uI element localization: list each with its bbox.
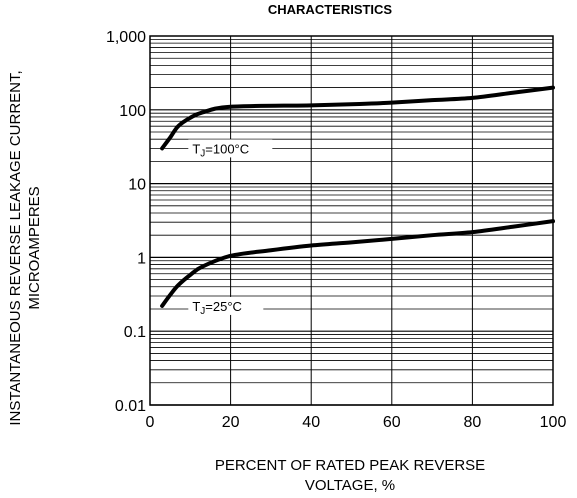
series-line-1 (160, 85, 555, 151)
x-axis-title-line-2: VOLTAGE, % (305, 477, 395, 494)
grid (150, 36, 553, 406)
y-tick-label: 10 (128, 177, 146, 194)
x-axis-ticks: 0 20 40 60 80 100 (146, 414, 567, 431)
x-tick-label: 100 (540, 414, 567, 431)
series-line-2 (160, 219, 555, 308)
series-label-bg (188, 139, 273, 158)
y-tick-label: 1,000 (106, 29, 146, 46)
series-label-1: TJ=100°C (192, 141, 249, 159)
x-tick-label: 20 (222, 414, 240, 431)
y-axis-title-line-2: MICROAMPERES (26, 186, 43, 309)
y-axis-ticks: 0.01 0.1 1 10 100 1,000 (106, 29, 146, 415)
series-label-bg (188, 296, 264, 315)
x-axis-title-line-1: PERCENT OF RATED PEAK REVERSE (215, 457, 485, 474)
y-tick-label: 0.1 (124, 324, 146, 341)
y-tick-label: 0.01 (115, 398, 146, 415)
x-tick-label: 0 (146, 414, 155, 431)
series-lines (160, 85, 555, 308)
x-tick-label: 60 (383, 414, 401, 431)
plot-frame (149, 35, 554, 406)
x-tick-label: 80 (464, 414, 482, 431)
chart-title: CHARACTERISTICS (268, 2, 393, 17)
y-axis-title-line-1: INSTANTANEOUS REVERSE LEAKAGE CURRENT, (7, 70, 24, 425)
series-label-2: TJ=25°C (192, 299, 242, 317)
series-labels: TJ=100°C TJ=25°C (188, 139, 273, 317)
y-axis-title: INSTANTANEOUS REVERSE LEAKAGE CURRENT, M… (7, 70, 43, 425)
y-tick-label: 100 (119, 103, 146, 120)
y-tick-label: 1 (137, 250, 146, 267)
x-tick-label: 40 (302, 414, 320, 431)
